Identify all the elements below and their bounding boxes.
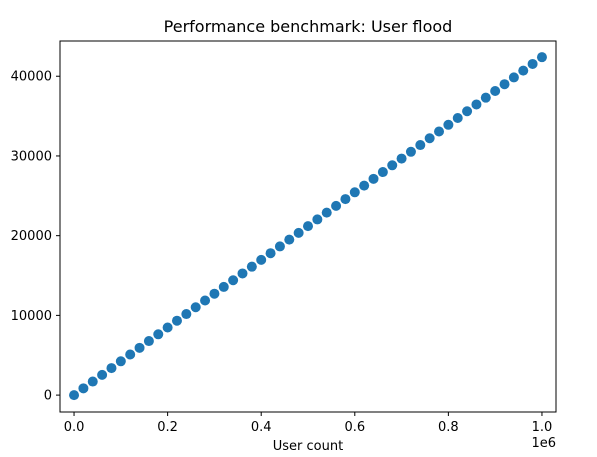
data-point [452, 113, 463, 124]
data-point [415, 140, 426, 151]
y-tick-label: 40000 [11, 70, 52, 85]
x-tick-label: 1.0 [532, 420, 553, 435]
data-point [396, 153, 407, 164]
data-point [171, 315, 182, 326]
data-point [256, 254, 267, 265]
data-point [284, 234, 295, 245]
data-point [293, 227, 304, 238]
y-tick-label: 10000 [11, 309, 52, 324]
x-axis-ticks: 0.0 0.2 0.4 0.6 0.8 1.0 [64, 412, 553, 435]
data-point [97, 369, 108, 380]
data-point [181, 309, 192, 320]
data-point [78, 383, 89, 394]
data-point [387, 160, 398, 171]
data-point [462, 106, 473, 117]
data-point [246, 261, 257, 272]
x-axis-label: User count [273, 439, 343, 454]
x-tick-label: 0.2 [157, 420, 178, 435]
y-tick-label: 0 [44, 389, 52, 404]
data-point [499, 79, 510, 90]
data-point [312, 214, 323, 225]
data-point [480, 92, 491, 103]
data-point [143, 336, 154, 347]
data-point [424, 133, 435, 144]
x-axis-offset-label: 1e6 [531, 436, 556, 451]
y-tick-label: 20000 [11, 229, 52, 244]
chart-title: Performance benchmark: User flood [164, 17, 453, 36]
data-point [518, 65, 529, 76]
data-point [274, 241, 285, 252]
data-point [508, 72, 519, 83]
data-point [434, 126, 445, 137]
data-point [377, 167, 388, 178]
data-point [153, 329, 164, 340]
data-point [69, 390, 80, 401]
data-point [218, 281, 229, 292]
x-tick-label: 0.8 [438, 420, 459, 435]
data-point [265, 248, 276, 259]
data-point [106, 363, 117, 374]
data-point [349, 187, 360, 198]
data-point [536, 52, 547, 63]
data-point [115, 356, 126, 367]
plot-frame [59, 40, 557, 413]
data-point [405, 146, 416, 157]
data-point [200, 295, 211, 306]
y-tick-label: 30000 [11, 149, 52, 164]
data-point [471, 99, 482, 110]
data-point [237, 268, 248, 279]
data-point [527, 58, 538, 69]
data-point [190, 302, 201, 313]
data-point [162, 322, 173, 333]
data-point [134, 342, 145, 353]
data-point [490, 85, 501, 96]
data-point [443, 119, 454, 130]
data-point [209, 288, 220, 299]
data-point [321, 207, 332, 218]
data-point [359, 180, 370, 191]
x-tick-label: 0.4 [251, 420, 272, 435]
data-point [303, 221, 313, 232]
data-point [340, 194, 351, 205]
data-point [228, 275, 239, 286]
data-point [125, 349, 136, 360]
data-point [331, 200, 342, 211]
data-point [87, 376, 98, 387]
data-point [368, 173, 379, 184]
data-points [69, 52, 547, 401]
y-axis-ticks: 0 10000 20000 30000 40000 [11, 70, 60, 404]
x-tick-label: 0.6 [344, 420, 365, 435]
x-tick-label: 0.0 [64, 420, 85, 435]
